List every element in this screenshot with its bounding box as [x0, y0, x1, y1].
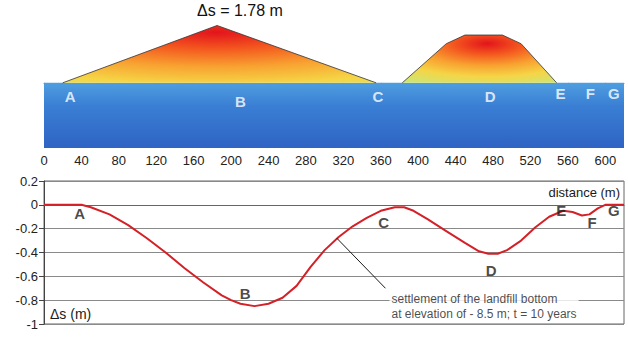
- svg-text:-1: -1: [26, 317, 38, 332]
- svg-text:-0.8: -0.8: [16, 293, 38, 308]
- svg-text:B: B: [235, 93, 246, 110]
- svg-text:A: A: [74, 205, 85, 222]
- svg-text:E: E: [555, 85, 565, 102]
- svg-text:80: 80: [112, 153, 126, 168]
- svg-text:C: C: [378, 214, 389, 231]
- svg-text:Δs (m): Δs (m): [50, 306, 91, 322]
- svg-text:A: A: [65, 88, 76, 105]
- svg-text:G: G: [608, 85, 620, 102]
- svg-text:F: F: [586, 85, 595, 102]
- svg-text:360: 360: [370, 153, 392, 168]
- svg-text:520: 520: [520, 153, 542, 168]
- svg-text:B: B: [240, 285, 251, 302]
- svg-text:C: C: [373, 88, 384, 105]
- svg-text:600: 600: [594, 153, 616, 168]
- svg-text:560: 560: [557, 153, 579, 168]
- svg-text:480: 480: [482, 153, 504, 168]
- svg-text:G: G: [608, 202, 620, 219]
- svg-text:settlement of the landfill bot: settlement of the landfill bottom: [391, 292, 557, 306]
- svg-text:0: 0: [40, 153, 47, 168]
- svg-text:D: D: [485, 88, 496, 105]
- svg-text:at elevation of - 8.5 m; t = 1: at elevation of - 8.5 m; t = 10 years: [391, 307, 576, 321]
- svg-text:D: D: [486, 262, 497, 279]
- svg-text:440: 440: [445, 153, 467, 168]
- svg-text:0: 0: [31, 197, 38, 212]
- svg-text:E: E: [556, 202, 566, 219]
- svg-text:distance (m): distance (m): [548, 185, 620, 200]
- svg-text:320: 320: [333, 153, 355, 168]
- svg-text:-0.6: -0.6: [16, 269, 38, 284]
- svg-text:-0.2: -0.2: [16, 221, 38, 236]
- svg-text:Δs = 1.78 m: Δs = 1.78 m: [197, 2, 283, 19]
- svg-text:240: 240: [258, 153, 280, 168]
- svg-text:160: 160: [183, 153, 205, 168]
- svg-text:400: 400: [407, 153, 429, 168]
- svg-text:120: 120: [145, 153, 167, 168]
- svg-text:0.2: 0.2: [20, 174, 38, 189]
- svg-text:-0.4: -0.4: [16, 245, 38, 260]
- svg-text:F: F: [588, 214, 597, 231]
- svg-text:200: 200: [220, 153, 242, 168]
- svg-text:280: 280: [295, 153, 317, 168]
- svg-text:40: 40: [74, 153, 88, 168]
